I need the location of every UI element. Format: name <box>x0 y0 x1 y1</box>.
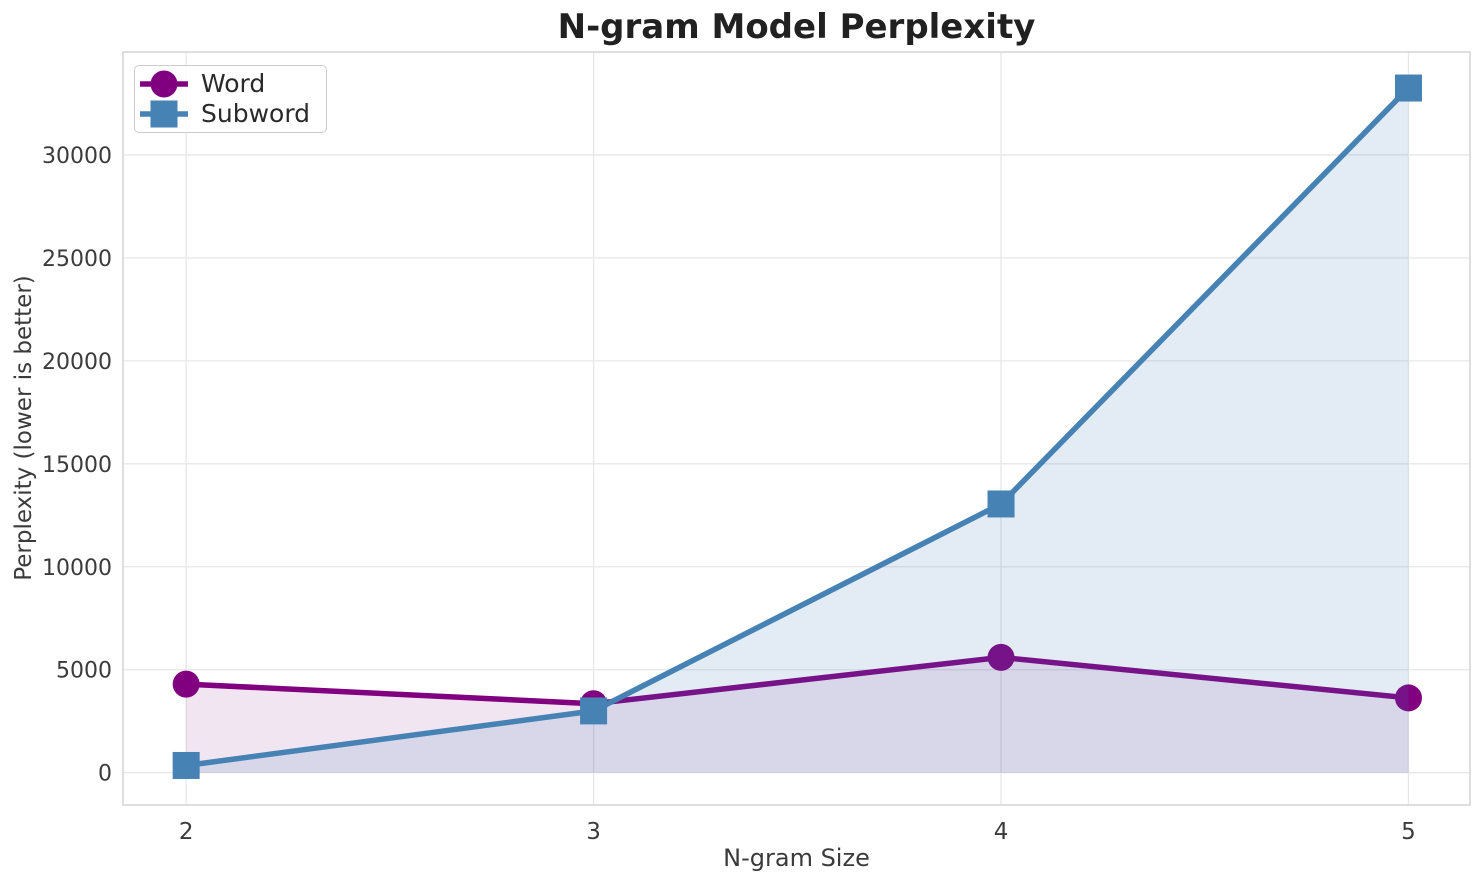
y-axis-label: Perplexity (lower is better) <box>11 275 37 581</box>
x-axis-label: N-gram Size <box>723 844 870 872</box>
y-tick-label: 20000 <box>42 350 112 375</box>
axes-border <box>122 51 1471 806</box>
y-tick-label: 5000 <box>56 659 112 684</box>
legend-item-subword: Subword <box>140 99 310 129</box>
subword-marker <box>172 751 200 779</box>
word-legend-glyph <box>140 70 188 98</box>
word-marker <box>987 643 1015 671</box>
word-legend-marker <box>150 70 178 98</box>
word-legend-marker-icon <box>140 69 188 99</box>
word-area-fill <box>186 657 1409 773</box>
x-tick-label: 5 <box>1401 819 1416 845</box>
legend: Word Subword <box>134 65 328 133</box>
chart-title: N-gram Model Perplexity <box>557 7 1036 47</box>
x-tick-label: 2 <box>179 819 194 845</box>
subword-marker <box>1394 74 1422 102</box>
subword-marker <box>987 490 1015 518</box>
subword-legend-marker-icon <box>140 99 188 129</box>
subword-marker <box>580 697 608 725</box>
legend-item-word: Word <box>140 69 310 99</box>
y-tick-label: 30000 <box>42 144 112 169</box>
y-tick-label: 25000 <box>42 247 112 272</box>
subword-area-fill <box>186 88 1409 773</box>
legend-item-label: Word <box>201 69 266 98</box>
legend-item-label: Subword <box>201 99 311 128</box>
x-tick-label: 4 <box>994 819 1009 845</box>
word-marker <box>1394 684 1422 712</box>
subword-line <box>183 85 1412 769</box>
subword-legend-marker <box>150 100 178 128</box>
x-tick-label: 3 <box>586 819 601 845</box>
word-marker <box>172 670 200 698</box>
word-line <box>183 654 1412 707</box>
subword-legend-glyph <box>140 100 188 128</box>
y-tick-label: 15000 <box>42 453 112 478</box>
y-tick-label: 0 <box>98 762 112 787</box>
y-tick-label: 10000 <box>42 556 112 581</box>
